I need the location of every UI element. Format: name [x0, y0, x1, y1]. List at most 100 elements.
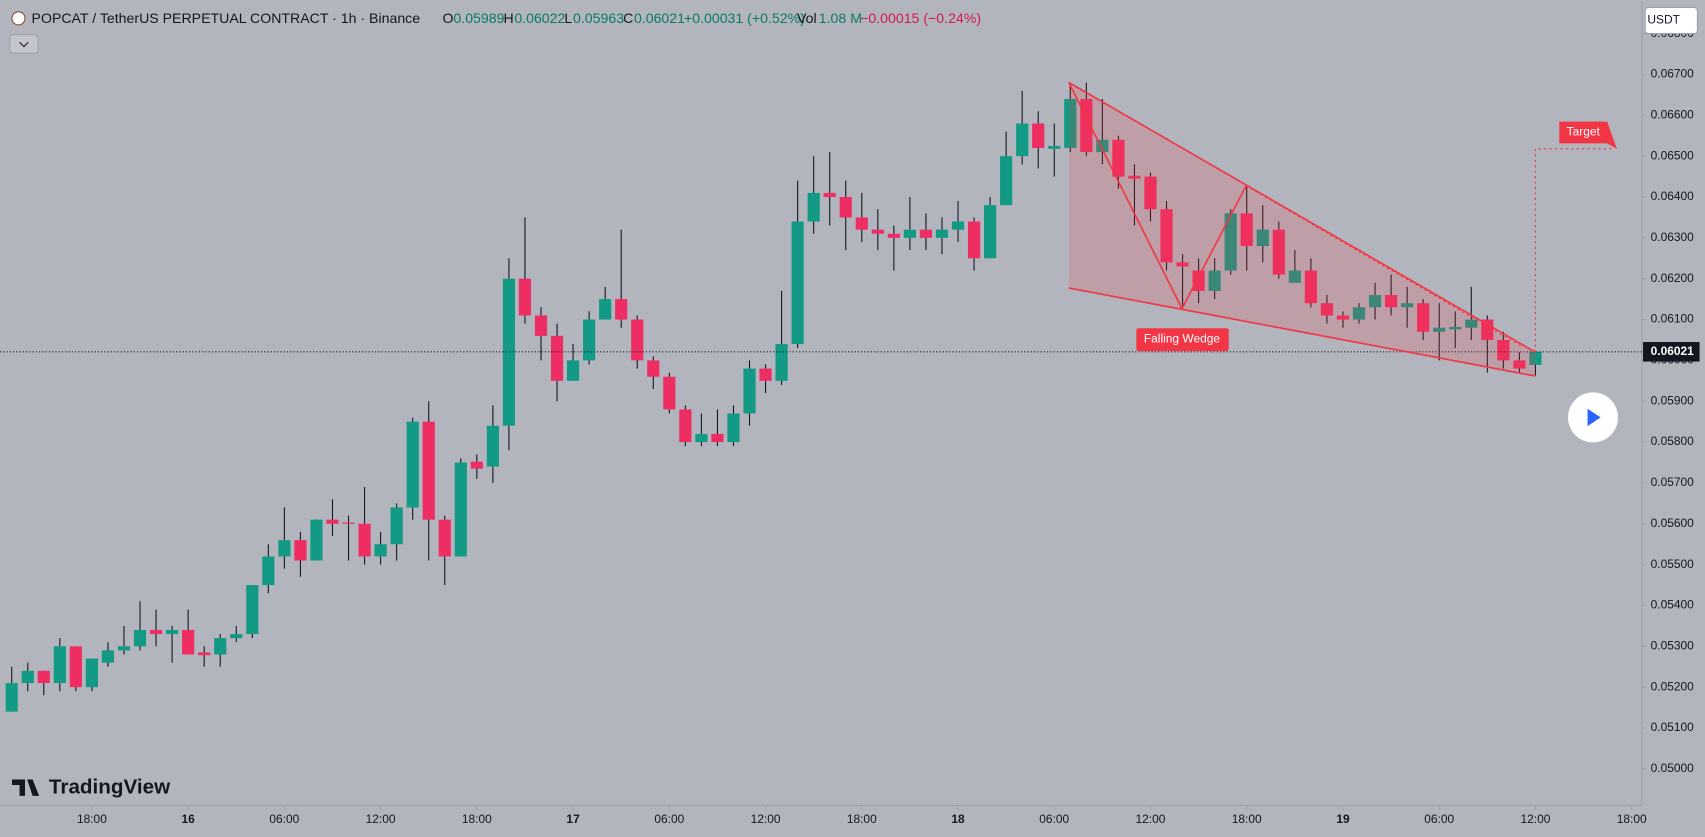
- y-tick-label: 0.06400: [1651, 189, 1695, 203]
- candle-body: [663, 376, 676, 410]
- candle-body: [69, 646, 82, 688]
- candle-body: [198, 652, 211, 656]
- candle-body: [1433, 327, 1446, 332]
- candle-body: [230, 634, 243, 639]
- y-tick-label: 0.05400: [1651, 598, 1695, 612]
- candle-body: [807, 192, 820, 222]
- candle-body: [518, 278, 532, 316]
- price-label-box: [1643, 342, 1700, 362]
- candle-body: [1256, 229, 1269, 247]
- candle-body: [1240, 213, 1253, 247]
- y-tick-label: 0.05800: [1651, 434, 1695, 448]
- play-icon: [1587, 408, 1601, 427]
- candle-body: [743, 368, 756, 414]
- x-tick-label: 06:00: [654, 812, 684, 826]
- candle-body: [166, 629, 179, 635]
- x-tick-label: 18:00: [77, 812, 107, 826]
- candle-body: [566, 360, 580, 381]
- y-tick-label: 0.05500: [1651, 557, 1695, 571]
- y-tick-label: 0.05900: [1651, 393, 1695, 407]
- candle-body: [1384, 295, 1398, 308]
- x-tick-label: 18: [951, 812, 965, 826]
- candle-body: [149, 629, 163, 635]
- candle-body: [887, 233, 900, 238]
- candle-body: [903, 229, 916, 238]
- candle-body: [1368, 295, 1382, 308]
- candle-body: [438, 519, 451, 557]
- candle-body: [21, 670, 34, 684]
- candle-body: [133, 629, 147, 647]
- candle-body: [647, 360, 660, 377]
- candle-body: [454, 462, 467, 557]
- candle-body: [823, 192, 836, 198]
- candle-body: [406, 421, 419, 508]
- plot: 0.05000 0.05100 0.05200 0.05300 0.05400 0.055…: [0, 26, 1694, 826]
- candle-body: [534, 315, 548, 336]
- candle-body: [727, 413, 740, 443]
- candle-body: [1336, 315, 1350, 320]
- y-tick-label: 0.05200: [1651, 679, 1695, 693]
- y-tick-label: 0.06200: [1651, 271, 1695, 285]
- candle-body: [1465, 319, 1478, 328]
- candle-body: [182, 629, 195, 655]
- brand: TradingView: [49, 776, 171, 799]
- y-tick-label: 0.05700: [1651, 475, 1695, 489]
- candle-body: [791, 221, 804, 345]
- x-tick-label: 06:00: [269, 812, 299, 826]
- x-tick-label: 19: [1336, 812, 1350, 826]
- candle-body: [246, 585, 259, 635]
- candle-body: [1192, 270, 1205, 291]
- candle-body: [214, 638, 227, 655]
- x-tick-label: 18:00: [462, 812, 492, 826]
- candle-body: [583, 319, 596, 361]
- candle-body: [390, 507, 403, 545]
- label: O: [443, 10, 454, 26]
- target-line: [1534, 148, 1615, 353]
- candle-body: [984, 205, 997, 259]
- candle-body: [599, 299, 612, 320]
- candle-body: [951, 221, 965, 230]
- candle-body: [326, 519, 339, 524]
- label: H: [503, 10, 513, 26]
- y-tick-label: 0.05100: [1651, 720, 1695, 734]
- x-tick-label: 17: [566, 812, 580, 826]
- candle-body: [695, 433, 708, 443]
- y-tick-label: 0.05600: [1651, 516, 1695, 530]
- currency-button[interactable]: [1644, 6, 1698, 35]
- candle-body: [5, 683, 18, 712]
- candle-body: [1064, 98, 1077, 148]
- x-tick-label: 12:00: [1136, 812, 1166, 826]
- symbol: POPCAT / TetherUS PERPETUAL CONTRACT · 1…: [32, 10, 421, 26]
- logo: TradingView: [11, 776, 171, 799]
- candle-body: [1112, 139, 1125, 177]
- candle-body: [550, 335, 564, 381]
- candle-body: [1320, 303, 1334, 316]
- label-box: [1136, 328, 1229, 352]
- label: C: [623, 10, 633, 26]
- candle-body: [919, 229, 933, 238]
- candle-body: [935, 229, 949, 238]
- candle-body: [871, 229, 884, 234]
- candle-body: [117, 646, 131, 651]
- label: L: [564, 10, 572, 26]
- candle-body: [101, 650, 115, 663]
- candle-body: [1352, 307, 1366, 320]
- candle-body: [310, 519, 323, 561]
- change: −0.00015 (−0.24%): [860, 10, 981, 26]
- value: 0.05963: [573, 10, 624, 26]
- candle-body: [294, 540, 307, 561]
- candle-body: [1032, 123, 1045, 148]
- candle-body: [1529, 351, 1542, 365]
- candle-body: [1513, 360, 1526, 369]
- candle-body: [1144, 176, 1157, 210]
- candle-body: [679, 409, 692, 443]
- candle-body: [278, 540, 291, 557]
- candle-body: [342, 522, 355, 524]
- collapse-button[interactable]: [9, 34, 39, 54]
- annotation: Target: [1567, 125, 1601, 139]
- x-tick-label: 12:00: [366, 812, 396, 826]
- candle-body: [1208, 270, 1221, 291]
